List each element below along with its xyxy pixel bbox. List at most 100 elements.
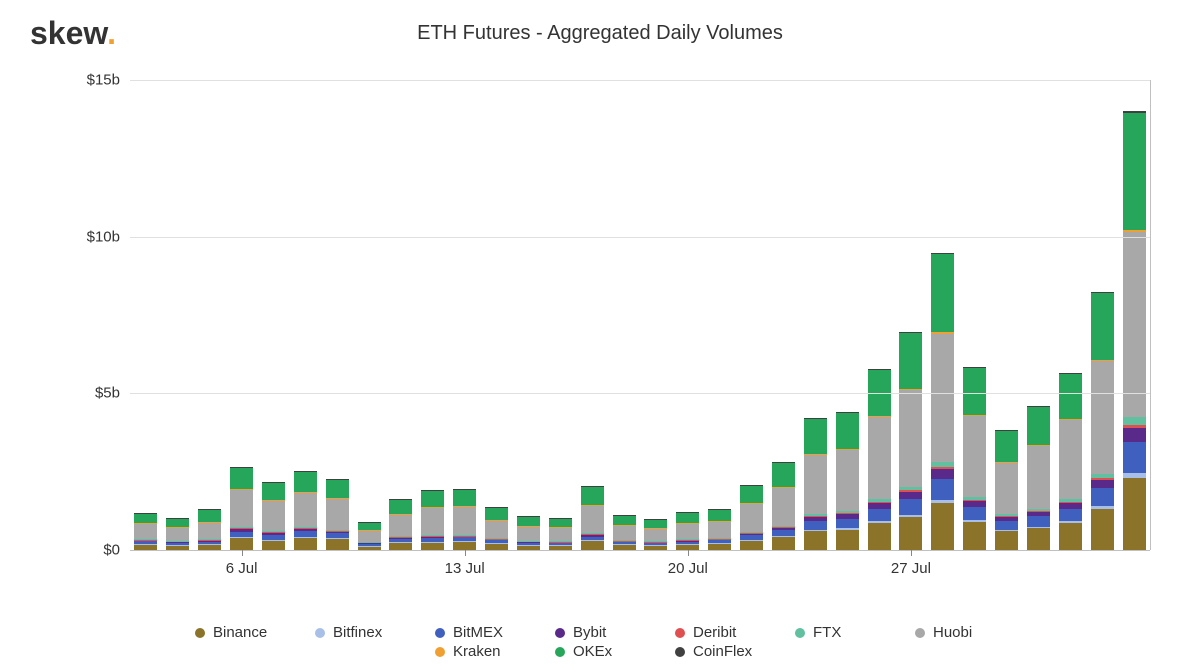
bar-segment-bitfinex	[740, 540, 763, 541]
bar-segment-okex	[485, 507, 508, 520]
bar-segment-bitfinex	[772, 536, 795, 537]
legend-dot-icon	[675, 647, 685, 657]
bar-segment-bitmex	[804, 521, 827, 530]
x-tick-label: 6 Jul	[226, 560, 258, 577]
bar-segment-binance	[868, 523, 891, 550]
bar-segment-deribit	[899, 490, 922, 492]
legend-item-bitmex[interactable]: BitMEX	[435, 624, 525, 641]
bar-segment-bitmex	[868, 509, 891, 522]
bar-segment-bybit	[549, 542, 572, 543]
bar-group	[389, 499, 412, 550]
bar-group	[294, 471, 317, 550]
bar-group	[1027, 406, 1050, 550]
bar-segment-bitfinex	[326, 538, 349, 539]
bar-segment-bybit	[294, 529, 317, 531]
bar-segment-bitmex	[931, 479, 954, 500]
bar-segment-huobi	[644, 528, 667, 541]
bar-segment-bybit	[1059, 503, 1082, 509]
bar-segment-okex	[1027, 406, 1050, 445]
bar-segment-okex	[931, 254, 954, 332]
bar-segment-bybit	[899, 492, 922, 499]
bar-segment-ftx	[899, 487, 922, 491]
bar-segment-binance	[899, 517, 922, 550]
legend-item-okex[interactable]: OKEx	[555, 643, 645, 660]
bar-segment-coinflex	[804, 418, 827, 419]
bar-segment-okex	[836, 413, 859, 449]
bar-segment-huobi	[708, 522, 731, 539]
bar-segment-okex	[676, 513, 699, 523]
bar-segment-ftx	[389, 536, 412, 537]
bar-segment-bitmex	[230, 532, 253, 538]
bar-segment-bybit	[198, 540, 221, 541]
bar-segment-bitfinex	[517, 545, 540, 546]
bar-segment-huobi	[995, 463, 1018, 515]
bar-segment-binance	[804, 531, 827, 550]
bar-segment-okex	[134, 513, 157, 522]
bar-group	[1059, 373, 1082, 550]
bar-segment-okex	[421, 490, 444, 506]
legend-item-kraken[interactable]: Kraken	[435, 643, 525, 660]
bar-segment-binance	[421, 542, 444, 550]
bar-segment-huobi	[931, 334, 954, 462]
bar-segment-bybit	[931, 469, 954, 478]
bar-segment-bitmex	[708, 540, 731, 543]
legend-item-deribit[interactable]: Deribit	[675, 624, 765, 641]
bar-segment-bitmex	[389, 539, 412, 542]
bar-segment-okex	[230, 467, 253, 489]
bar-segment-bybit	[613, 541, 636, 542]
legend-item-ftx[interactable]: FTX	[795, 624, 885, 641]
bar-segment-ftx	[358, 542, 381, 543]
bar-segment-bitmex	[198, 542, 221, 545]
bar-segment-kraken	[836, 449, 859, 450]
bar-segment-bitmex	[772, 530, 795, 536]
bar-segment-okex	[1059, 374, 1082, 419]
bar-segment-bitfinex	[931, 500, 954, 503]
bar-segment-kraken	[931, 332, 954, 333]
legend-item-binance[interactable]: Binance	[195, 624, 285, 641]
bar-group	[166, 518, 189, 550]
bar-segment-ftx	[581, 533, 604, 534]
bar-segment-bitmex	[421, 538, 444, 541]
bar-segment-huobi	[613, 525, 636, 540]
bar-segment-bitmex	[963, 507, 986, 520]
legend-row: Binance Bitfinex BitMEX Bybit Deribit FTX Huob…	[0, 624, 1200, 641]
bar-group	[708, 509, 731, 550]
legend-dot-icon	[555, 647, 565, 657]
bar-segment-coinflex	[931, 253, 954, 254]
bar-segment-deribit	[1027, 511, 1050, 512]
bar-segment-bybit	[836, 514, 859, 518]
bar-segment-bitfinex	[804, 530, 827, 532]
bar-segment-okex	[453, 489, 476, 506]
bar-segment-deribit	[740, 533, 763, 534]
bar-segment-bybit	[517, 542, 540, 543]
bar-segment-huobi	[421, 507, 444, 535]
legend-item-bitfinex[interactable]: Bitfinex	[315, 624, 405, 641]
bar-segment-bitfinex	[1027, 527, 1050, 529]
legend-item-coinflex[interactable]: CoinFlex	[675, 643, 765, 660]
legend-item-bybit[interactable]: Bybit	[555, 624, 645, 641]
bar-segment-huobi	[262, 500, 285, 531]
bar-segment-kraken	[1059, 419, 1082, 420]
bar-segment-ftx	[421, 535, 444, 536]
bar-segment-bybit	[676, 540, 699, 541]
bar-group	[453, 489, 476, 550]
bar-group	[421, 490, 444, 550]
legend-dot-icon	[675, 628, 685, 638]
bar-segment-bitmex	[676, 542, 699, 545]
bar-segment-bitfinex	[1123, 473, 1146, 478]
legend-label: Binance	[213, 624, 267, 641]
bar-segment-huobi	[804, 454, 827, 514]
bar-segment-ftx	[1059, 499, 1082, 502]
bar-segment-ftx	[166, 541, 189, 542]
bar-segment-kraken	[804, 454, 827, 455]
bar-segment-bitmex	[1091, 488, 1114, 506]
legend-label: BitMEX	[453, 624, 503, 641]
bar-segment-okex	[772, 462, 795, 487]
bar-segment-ftx	[230, 527, 253, 529]
legend-row: Kraken OKEx CoinFlex	[0, 643, 1200, 660]
bar-segment-huobi	[198, 522, 221, 539]
legend-item-huobi[interactable]: Huobi	[915, 624, 1005, 641]
legend-dot-icon	[315, 628, 325, 638]
bar-segment-kraken	[1091, 360, 1114, 361]
bar-segment-okex	[326, 479, 349, 498]
